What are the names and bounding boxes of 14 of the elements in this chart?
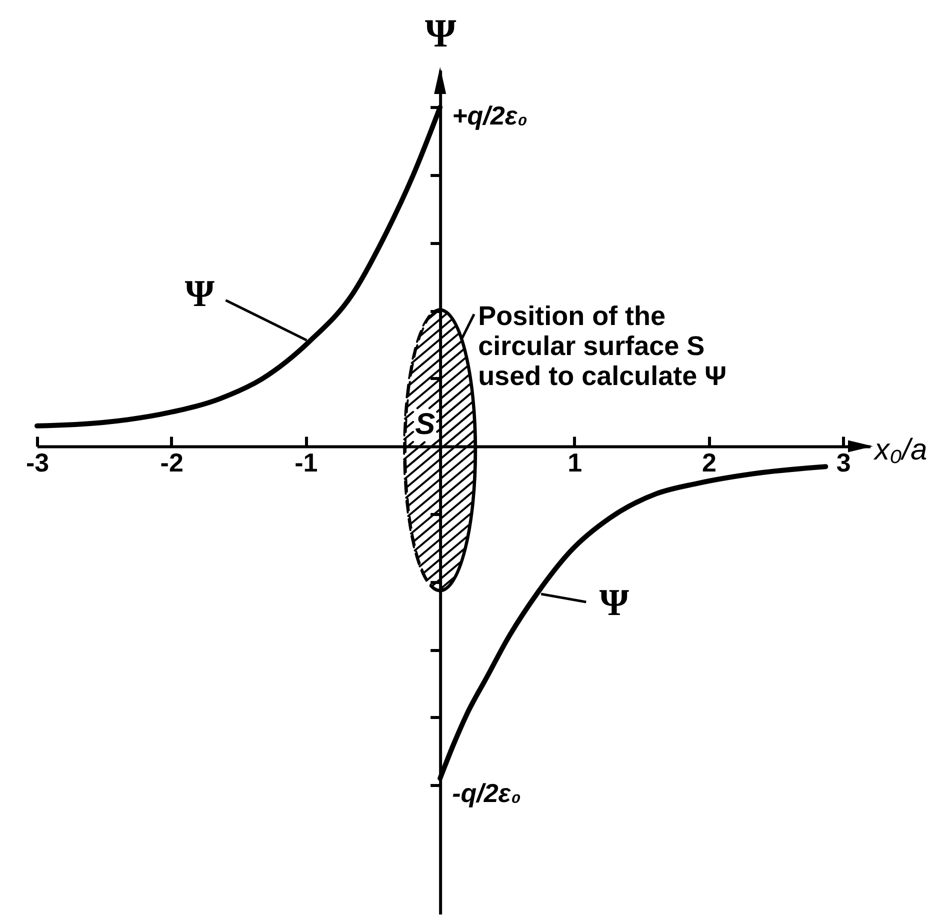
annotation: S <box>415 408 436 442</box>
x-tick-label: -1 <box>294 448 318 478</box>
text: Ψ <box>184 273 215 316</box>
annotation: Position of the circular surface S used to calculate Ψ <box>478 301 726 392</box>
legend-label: Ψ <box>599 582 630 624</box>
annotation: +q/2ε₀ <box>452 100 528 130</box>
x-tick-label: -3 <box>26 448 50 478</box>
x-tick-label: 2 <box>702 448 717 478</box>
y-axis-title: Ψ <box>424 10 457 56</box>
x-axis-title: x₀/a <box>872 434 928 467</box>
x-tick-label: 3 <box>836 448 851 478</box>
x-tick-label: -2 <box>160 448 184 478</box>
annotation: -q/2ε₀ <box>452 778 521 808</box>
x-tick-label: 1 <box>568 448 582 478</box>
